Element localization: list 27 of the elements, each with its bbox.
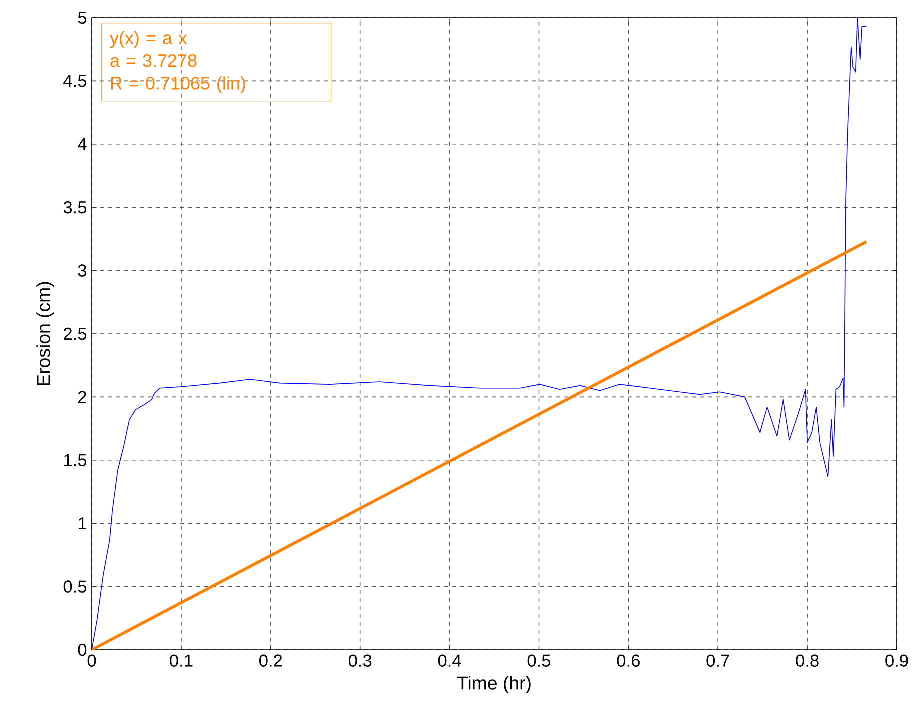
x-tick-label: 0.3 (348, 654, 372, 667)
y-tick-label: 2 (78, 391, 86, 404)
x-tick-label: 0.9 (886, 654, 908, 667)
annotation: a = 3.7278 (110, 54, 197, 68)
y-tick-label: 3.5 (64, 201, 87, 214)
annotation: R = 0.71065 (lin) (111, 76, 246, 94)
x-tick-label: 0.7 (706, 654, 730, 667)
x-tick-label: 0.5 (528, 654, 551, 667)
x-tick-label: 0.4 (438, 654, 462, 667)
y-tick-label: 2.5 (64, 328, 87, 340)
line-series (92, 18, 867, 650)
x-tick-label: 0.1 (170, 654, 193, 667)
y-axis-title: Erosion (cm) (36, 282, 54, 386)
x-tick-label: 0.2 (260, 654, 282, 667)
x-tick-label: 0.8 (796, 654, 819, 667)
y-tick-label: 4 (78, 138, 87, 150)
y-tick-label: 3 (78, 264, 87, 277)
y-tick-label: 0 (78, 644, 87, 656)
x-tick-label: 0.6 (617, 654, 640, 667)
y-tick-label: 1.5 (64, 454, 87, 466)
annotation: y(x) = a x (110, 31, 188, 48)
y-tick-label: 1 (78, 518, 86, 530)
y-tick-label: 4.5 (64, 75, 87, 88)
y-tick-label: 0.5 (64, 580, 87, 593)
y-tick-label: 5 (78, 12, 87, 24)
x-tick-label: 0 (88, 654, 96, 667)
x-axis-title: Time (hr) (457, 676, 531, 694)
